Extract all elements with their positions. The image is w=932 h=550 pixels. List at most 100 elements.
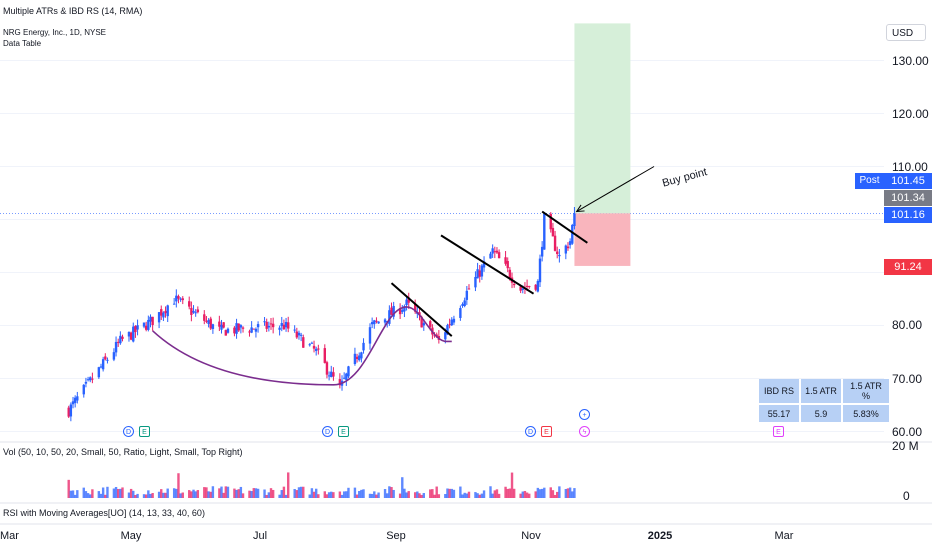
volume-bar — [538, 489, 542, 498]
volume-bar — [368, 493, 372, 498]
dividend-marker[interactable]: D — [322, 426, 333, 437]
earnings-marker[interactable]: E — [139, 426, 150, 437]
volume-bar — [224, 486, 228, 498]
lightning-icon[interactable]: ϟ — [579, 426, 590, 437]
volume-bar — [450, 488, 453, 498]
volume-bar — [99, 493, 103, 498]
volume-bar — [435, 486, 438, 498]
volume-bar — [172, 488, 176, 498]
earnings-marker[interactable]: E — [541, 426, 552, 437]
volume-bar — [566, 488, 570, 498]
volume-bar — [235, 489, 238, 498]
dividend-marker[interactable]: D — [525, 426, 536, 437]
volume-bar — [256, 488, 260, 498]
candle-body — [117, 341, 120, 343]
candle-body — [536, 280, 540, 292]
volume-bar — [523, 490, 527, 498]
volume-bar — [265, 494, 268, 498]
volume-bar — [269, 488, 273, 498]
volume-bar — [267, 492, 271, 498]
add-event-icon[interactable]: + — [579, 409, 590, 420]
volume-bar — [467, 491, 471, 498]
candle-body — [355, 356, 359, 360]
candle-body — [497, 252, 501, 259]
volume-bar — [407, 491, 410, 498]
y-tick-110: 110.00 — [892, 160, 928, 174]
candle-body — [403, 306, 406, 312]
candle-body — [325, 362, 329, 375]
volume-bar — [558, 486, 561, 498]
current-price-tag: 101.16 — [884, 207, 932, 223]
candle-body — [452, 318, 456, 323]
candle-body — [293, 329, 296, 331]
volume-bar — [476, 493, 479, 498]
volume-bar — [97, 491, 101, 498]
volume-bar — [188, 490, 191, 498]
trade-zones — [574, 23, 631, 266]
candle-body — [429, 321, 432, 327]
symbol-title[interactable]: NRG Energy, Inc., 1D, NYSE — [3, 28, 106, 37]
candle-body — [69, 404, 73, 417]
volume-bar — [205, 487, 208, 498]
candle-body — [345, 373, 348, 380]
last-price-tag: 101.34 — [884, 190, 932, 206]
volume-bar — [347, 487, 350, 498]
volume-bar — [284, 494, 288, 498]
candle-body — [317, 348, 320, 350]
dividend-marker[interactable]: D — [123, 426, 134, 437]
candle-body — [233, 327, 236, 334]
volume-bar — [355, 494, 359, 498]
volume-bar — [512, 488, 516, 498]
candle-body — [332, 372, 335, 377]
candle-body — [377, 321, 380, 324]
volume-bar — [390, 487, 393, 498]
volume-bar — [177, 473, 180, 498]
volume-bar — [71, 490, 75, 498]
volume-bar — [405, 492, 408, 498]
candle-body — [104, 356, 107, 360]
ibd-rs-header: IBD RS — [759, 379, 799, 403]
volume-bar — [373, 491, 376, 498]
candle-body — [506, 261, 509, 269]
candle-body — [519, 286, 522, 291]
candle-body — [76, 396, 79, 401]
rsi-label[interactable]: RSI with Moving Averages[UO] (14, 13, 33… — [3, 508, 205, 518]
candle-body — [263, 321, 266, 323]
candle-body — [338, 379, 342, 386]
volume-bar — [76, 490, 79, 498]
candle-body — [448, 324, 451, 326]
candle-body — [302, 337, 305, 348]
volume-bar — [310, 488, 314, 498]
candle-body — [172, 303, 176, 305]
candle-body — [444, 332, 447, 340]
buy-point-arrowhead — [575, 204, 585, 213]
currency-button[interactable]: USD — [886, 24, 926, 41]
volume-bar — [317, 494, 320, 498]
candle-body — [239, 325, 243, 328]
candle-body — [549, 213, 552, 230]
candle-body — [482, 261, 486, 268]
earnings-marker[interactable]: E — [338, 426, 349, 437]
earnings-marker[interactable]: E — [773, 426, 784, 437]
volume-bar — [196, 490, 200, 498]
volume-bar — [86, 493, 90, 498]
candle-body — [235, 323, 238, 334]
candle-body — [540, 246, 544, 257]
volume-bar — [386, 493, 389, 498]
candle-body — [282, 324, 286, 330]
candle-body — [323, 348, 326, 363]
volume-bar — [218, 488, 221, 498]
volume-bar — [175, 488, 178, 498]
candle-body — [420, 316, 423, 328]
volume-bar — [162, 492, 165, 498]
candle-body — [295, 331, 299, 338]
candle-body — [450, 319, 453, 326]
candle-body — [112, 352, 116, 360]
candle-body — [142, 322, 146, 327]
volume-bar — [114, 486, 118, 498]
volume-label[interactable]: Vol (50, 10, 50, 20, Small, 50, Ratio, L… — [3, 447, 243, 457]
trendline — [390, 282, 453, 337]
volume-bar — [190, 491, 193, 498]
indicator-title[interactable]: Multiple ATRs & IBD RS (14, RMA) — [3, 6, 143, 16]
